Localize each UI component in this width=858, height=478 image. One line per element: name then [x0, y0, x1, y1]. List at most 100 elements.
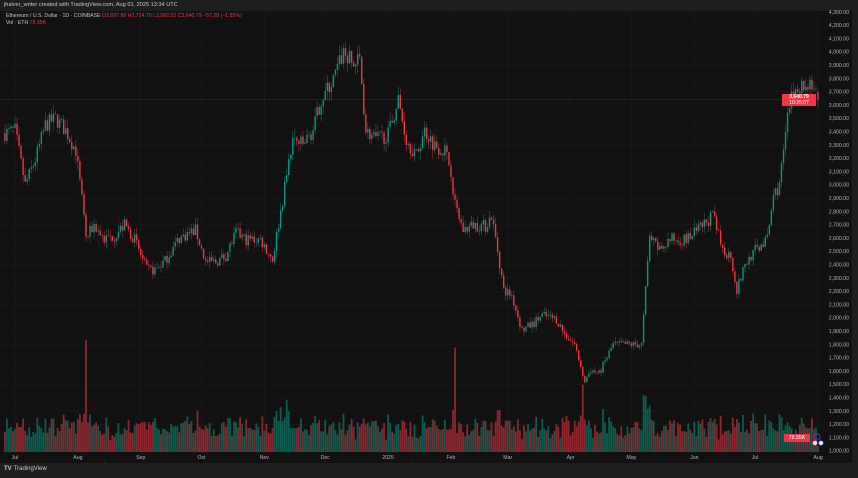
candle-body — [16, 123, 18, 135]
candle-body — [170, 255, 172, 258]
candle-body — [596, 372, 598, 373]
volume-bar — [243, 436, 246, 452]
volume-bar — [328, 426, 331, 452]
volume-bar — [460, 424, 463, 452]
candle-body — [496, 237, 499, 252]
candle-body — [156, 267, 158, 269]
volume-bar — [630, 428, 633, 452]
earnings-flag-icon[interactable] — [812, 440, 818, 446]
y-tick-label: 3,500.00 — [829, 116, 849, 122]
candle-body — [391, 120, 393, 123]
volume-bar — [377, 426, 379, 452]
volume-bar — [669, 420, 671, 452]
candle-body — [419, 148, 422, 152]
candle-body — [4, 133, 6, 141]
candle-body — [133, 234, 136, 243]
symbol-title[interactable]: Ethereum / U.S. Dollar · 1D · COINBASE — [6, 13, 101, 19]
candle-body — [458, 208, 460, 220]
candle-body — [340, 55, 343, 64]
volume-bar — [766, 435, 769, 452]
volume-bar — [683, 430, 686, 452]
candle-body — [32, 166, 34, 168]
volume-bar — [279, 407, 282, 452]
volume-bar — [145, 429, 148, 452]
volume-bar — [448, 429, 450, 452]
candle-body — [383, 132, 385, 144]
volume-bar — [561, 417, 564, 452]
candle-body — [283, 182, 286, 206]
candle-body — [551, 314, 554, 318]
news-flag-icon[interactable] — [818, 440, 824, 446]
volume-bar — [176, 426, 179, 452]
candle-body — [107, 235, 109, 236]
candle-body — [314, 116, 316, 131]
volume-bar — [419, 435, 422, 452]
volume-bar — [362, 418, 365, 452]
event-icon[interactable] — [813, 433, 821, 441]
y-tick-label: 1,000.00 — [829, 449, 849, 455]
volume-bar — [368, 426, 371, 452]
candle-body — [263, 244, 266, 248]
candle-body — [476, 222, 479, 232]
candle-body — [121, 225, 124, 231]
y-tick-label: 2,000.00 — [829, 316, 849, 322]
volume-bar — [137, 424, 140, 452]
volume-bar — [557, 426, 560, 452]
volume-bar — [707, 422, 710, 452]
candle-body — [608, 350, 610, 358]
candle-body — [590, 372, 592, 374]
candle-body — [438, 148, 440, 155]
volume-bar — [764, 414, 767, 452]
volume-bar — [478, 435, 481, 452]
tradingview-logo[interactable]: TV TradingView — [4, 466, 47, 472]
candle-body — [685, 234, 687, 243]
candle-body — [653, 238, 655, 241]
candle-body — [164, 255, 166, 261]
candle-body — [484, 220, 487, 232]
volume-bar — [717, 439, 720, 452]
candle-body — [626, 341, 629, 345]
candle-body — [99, 230, 101, 236]
volume-bar — [549, 438, 552, 452]
candle-body — [233, 232, 235, 245]
candle-body — [24, 175, 26, 182]
volume-bar — [216, 435, 219, 452]
candle-body — [547, 315, 550, 317]
volume-bar — [235, 422, 237, 452]
y-tick-label: 1,700.00 — [829, 356, 849, 362]
volume-label[interactable]: Vol · ETH — [6, 20, 29, 26]
candle-body — [713, 211, 716, 217]
candle-body — [628, 341, 631, 344]
volume-bar — [200, 429, 203, 452]
volume-bar — [516, 419, 519, 452]
volume-bar — [531, 428, 533, 452]
y-tick-label: 2,700.00 — [829, 223, 849, 229]
volume-bar — [28, 426, 31, 452]
candle-body — [571, 340, 574, 343]
volume-bar — [662, 425, 665, 452]
candle-body — [494, 224, 497, 238]
candle-body — [192, 228, 195, 235]
volume-bar — [729, 433, 732, 452]
price-axis[interactable] — [818, 11, 852, 463]
candle-body — [549, 314, 552, 316]
candle-body — [265, 244, 268, 254]
volume-bar — [121, 434, 124, 452]
volume-bar — [417, 438, 420, 452]
candle-body — [695, 227, 698, 231]
candle-body — [799, 91, 801, 94]
volume-bar — [413, 424, 416, 452]
volume-bar — [330, 424, 333, 452]
candle-body — [52, 113, 55, 122]
x-tick-label: Dec — [321, 455, 331, 461]
candle-body — [213, 259, 215, 261]
candle-body — [312, 130, 314, 141]
candle-body — [361, 56, 363, 84]
candle-body — [632, 341, 635, 346]
volume-bar — [458, 422, 460, 452]
volume-bar — [44, 418, 47, 452]
volume-bar — [316, 423, 319, 452]
volume-bar — [454, 347, 456, 452]
volume-bar — [585, 425, 588, 452]
